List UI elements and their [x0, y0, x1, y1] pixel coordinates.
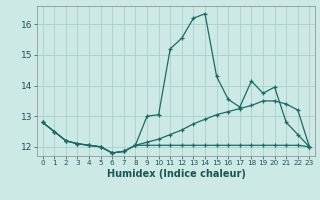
- X-axis label: Humidex (Indice chaleur): Humidex (Indice chaleur): [107, 169, 245, 179]
